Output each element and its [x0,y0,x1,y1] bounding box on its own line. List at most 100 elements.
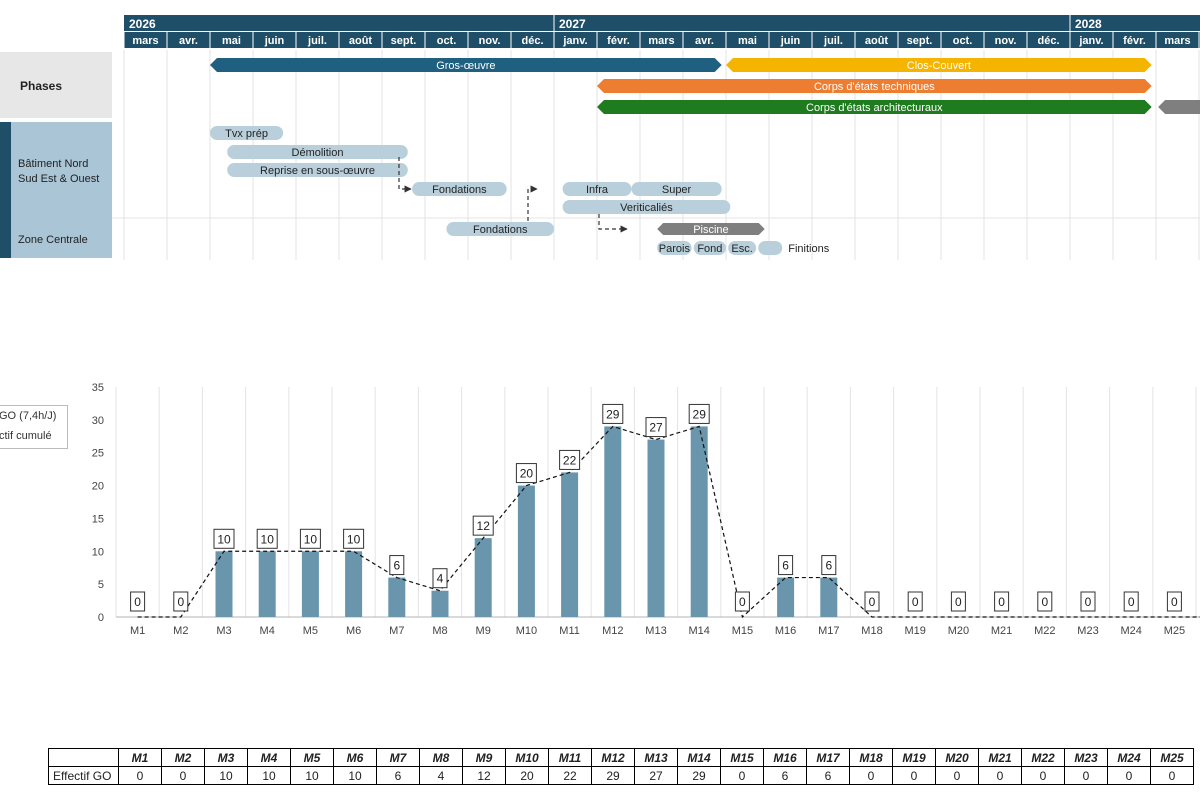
x-tick-label: M25 [1164,625,1185,637]
x-tick-label: M23 [1077,625,1098,637]
data-label-box [559,449,581,470]
month-label: nov. [995,35,1017,47]
data-label: 10 [217,532,231,546]
x-tick-label: M22 [1034,625,1055,637]
y-tick-label: 30 [92,415,104,427]
task-label: Démolition [292,147,344,159]
data-label: 10 [304,532,318,546]
table-header-cell: M18 [849,748,893,767]
table-header-cell: M8 [419,748,463,767]
table-cell: 10 [333,766,377,785]
table-header-cell: M3 [204,748,248,767]
data-label: 0 [1128,595,1135,609]
table-cell: 20 [505,766,549,785]
data-label: 0 [1085,595,1092,609]
table-header-cell: M11 [548,748,592,767]
data-label-box [821,555,837,576]
month-label: oct. [437,35,457,47]
x-tick-label: M8 [432,625,447,637]
table-cell: 0 [1064,766,1108,785]
task-bar [562,182,632,196]
table-row: Effectif GO 0 0 10 10 10 10 6 4 12 20 22 29 27 29 0 6 6 0… [48,766,1194,785]
task-label: Super [662,184,692,196]
x-tick-label: M11 [559,625,580,637]
data-label-box [299,528,321,549]
data-label: 10 [347,532,361,546]
x-tick-label: M13 [645,625,666,637]
task-label: Reprise en sous-œuvre [260,165,375,177]
task-label: Fond [697,243,722,255]
data-label-box [432,568,448,589]
table-header-cell: M22 [1021,748,1065,767]
task-label: Fondations [473,224,528,236]
x-tick-label: M7 [389,625,404,637]
data-label-box [173,591,189,612]
table-header-cell: M4 [247,748,291,767]
y-tick-label: 0 [98,612,104,624]
x-tick-label: M3 [216,625,231,637]
task-label: Veriticaliés [620,202,673,214]
phase-label: Gros-œuvre [436,60,495,72]
table-header-cell: M23 [1064,748,1108,767]
task-bar [728,241,757,255]
task-bar [412,182,507,196]
task-bar [210,126,284,140]
table-header-cell: M5 [290,748,334,767]
task-label: Esc. [731,243,752,255]
table-cell: 4 [419,766,463,785]
table-cell: 10 [290,766,334,785]
table-cell: 10 [247,766,291,785]
x-tick-label: M21 [991,625,1012,637]
data-label-box [864,591,880,612]
month-label: juil. [823,35,843,47]
table-header-cell: M20 [935,748,979,767]
data-label-box [213,528,235,549]
data-label: 0 [955,595,962,609]
phase-label: Clos-Couvert [907,60,971,72]
task-bar [562,200,731,214]
table-header-cell: M21 [978,748,1022,767]
x-tick-label: M17 [818,625,839,637]
x-tick-label: M24 [1120,625,1141,637]
month-label: oct. [953,35,973,47]
y-tick-label: 15 [92,513,104,525]
data-label: 20 [520,467,534,481]
task-bar [227,163,408,177]
table-header-cell: M6 [333,748,377,767]
data-label: 27 [649,421,663,435]
table-cell: 6 [763,766,807,785]
data-label-box [602,403,624,424]
table-cell: 6 [806,766,850,785]
table-cell: 0 [1150,766,1194,785]
bar-M7 [388,577,406,617]
zones-label-stripe [0,122,11,258]
month-label: avr. [695,35,714,47]
legend-line-label: ctif cumulé [0,430,52,442]
chart-legend: GO (7,4h/J) ctif cumulé [0,405,68,449]
table-row-label: Effectif GO [48,766,119,785]
link-verticalies-piscine [598,214,628,233]
legend-bar-label: GO (7,4h/J) [0,410,57,422]
table-cell: 22 [548,766,592,785]
task-bar [227,145,408,159]
table-header-cell: M19 [892,748,936,767]
data-label: 29 [693,407,707,421]
month-label: juil. [307,35,327,47]
batiment-label-1: Bâtiment Nord [18,158,88,170]
month-label: janv. [1078,35,1103,47]
table-header-cell: M16 [763,748,807,767]
month-label: déc. [1037,35,1059,47]
data-label: 0 [998,595,1005,609]
bar-M11 [561,472,579,617]
table-cell: 0 [892,766,936,785]
table-cell: 6 [376,766,420,785]
data-label: 0 [739,595,746,609]
phase-arrow [726,58,1152,72]
phase-arrow [210,58,722,72]
month-label: févr. [1123,35,1146,47]
task-bar [693,241,726,255]
task-label: Fondations [432,184,487,196]
link-fondations-infra [527,185,538,221]
table-cell: 0 [161,766,205,785]
finitions-label: Finitions [788,243,829,255]
